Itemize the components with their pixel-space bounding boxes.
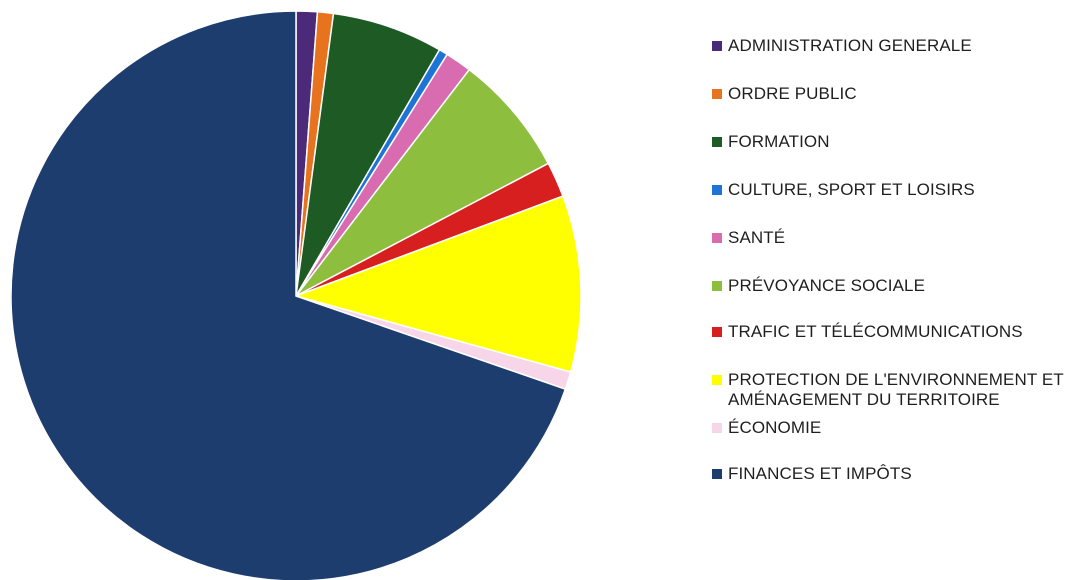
legend-item: PROTECTION DE L'ENVIRONNEMENT ET AMÉNAGE… — [712, 370, 1064, 410]
legend-item: ORDRE PUBLIC — [712, 84, 857, 104]
legend-swatch — [712, 423, 722, 433]
legend-label: SANTÉ — [728, 228, 786, 247]
legend-swatch — [712, 281, 722, 291]
legend-label: PROTECTION DE L'ENVIRONNEMENT ET AMÉNAGE… — [728, 370, 1064, 409]
legend-item: SANTÉ — [712, 228, 785, 248]
legend-swatch — [712, 89, 722, 99]
legend-item: PRÉVOYANCE SOCIALE — [712, 276, 925, 296]
legend-label: ORDRE PUBLIC — [728, 84, 857, 103]
pie-chart — [10, 10, 582, 580]
pie-slice-9 — [10, 10, 567, 580]
legend-swatch — [712, 233, 722, 243]
legend-swatch — [712, 469, 722, 479]
legend-item: FORMATION — [712, 132, 830, 152]
legend-label: PRÉVOYANCE SOCIALE — [728, 276, 926, 295]
legend-item: FINANCES ET IMPÔTS — [712, 464, 912, 484]
legend-label: FORMATION — [728, 132, 830, 151]
pie-slice-5 — [295, 68, 550, 297]
legend-label: CULTURE, SPORT ET LOISIRS — [728, 180, 975, 199]
legend-item: ADMINISTRATION GENERALE — [712, 36, 972, 56]
pie-slice-7 — [293, 195, 582, 373]
legend-item: CULTURE, SPORT ET LOISIRS — [712, 180, 975, 200]
legend-item: TRAFIC ET TÉLÉCOMMUNICATIONS — [712, 322, 1023, 342]
legend-label: ÉCONOMIE — [728, 418, 822, 437]
pie-slice-2 — [295, 12, 441, 297]
legend-label: ADMINISTRATION GENERALE — [728, 36, 972, 55]
legend-item: ÉCONOMIE — [712, 418, 821, 438]
legend-swatch — [712, 327, 722, 337]
legend-swatch — [712, 137, 722, 147]
legend-swatch — [712, 375, 722, 385]
legend-swatch — [712, 41, 722, 51]
legend-swatch — [712, 185, 722, 195]
legend-label: FINANCES ET IMPÔTS — [728, 464, 912, 483]
legend-label: TRAFIC ET TÉLÉCOMMUNICATIONS — [728, 322, 1023, 341]
